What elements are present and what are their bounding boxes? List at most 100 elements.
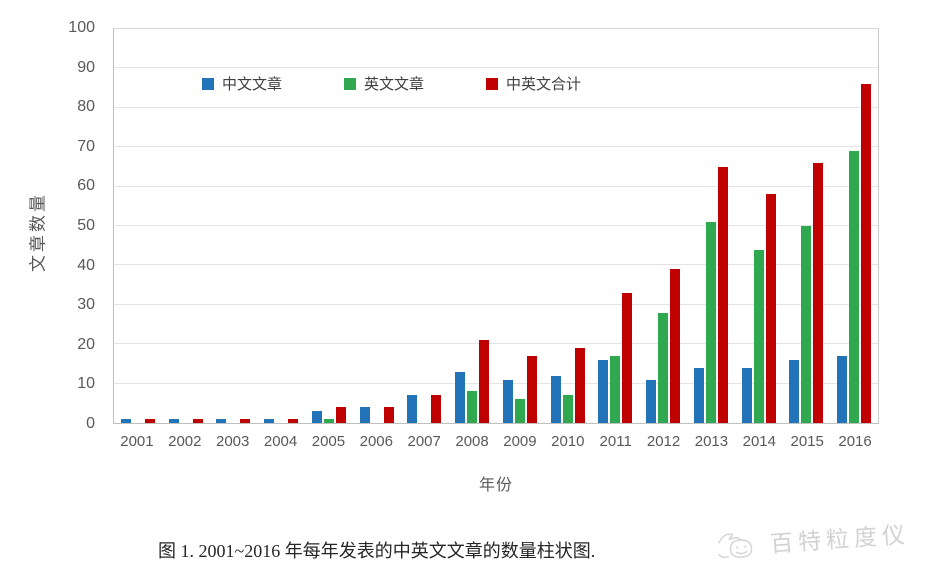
x-tick-label: 2005 <box>311 433 346 450</box>
bar-英文文章-2010 <box>562 395 573 423</box>
bar-中文文章-2003 <box>216 419 227 423</box>
legend-item: 中文文章 <box>202 73 282 94</box>
legend-label: 中英文合计 <box>506 76 582 93</box>
legend-label: 英文文章 <box>364 76 425 93</box>
plot-area: 中文文章 英文文章 中英文合计 <box>113 28 879 424</box>
y-tick-label: 20 <box>77 335 95 353</box>
bar-中文文章-2006 <box>359 407 370 423</box>
gridline-40 <box>114 264 878 266</box>
legend-swatch <box>344 77 357 90</box>
bar-中英文合计-2003 <box>240 419 251 423</box>
bar-中文文章-2004 <box>264 419 275 423</box>
bar-group-2001 <box>114 29 162 423</box>
y-tick-label: 90 <box>77 58 95 76</box>
bar-中英文合计-2002 <box>192 419 203 423</box>
x-tick-label: 2014 <box>742 433 776 450</box>
legend-swatch <box>486 77 499 90</box>
bar-group-2004 <box>257 29 305 423</box>
bar-中英文合计-2013 <box>717 166 728 423</box>
y-tick-label: 10 <box>77 375 95 393</box>
y-tick-label: 100 <box>68 19 95 36</box>
figure-caption: 图 1. 2001~2016 年每年发表的中英文文章的数量柱状图. <box>158 541 596 561</box>
bar-中文文章-2005 <box>311 411 322 423</box>
bird-sketch-icon <box>715 524 764 565</box>
y-tick-label: 0 <box>86 415 95 432</box>
bar-中文文章-2008 <box>455 371 466 423</box>
x-tick-label: 2010 <box>551 433 585 450</box>
x-axis-title: 年份 <box>478 477 513 494</box>
bar-中文文章-2013 <box>693 367 704 423</box>
bar-group-2012 <box>639 29 687 423</box>
bar-英文文章-2012 <box>658 312 669 423</box>
y-tick-label: 30 <box>77 296 95 314</box>
bar-中文文章-2016 <box>837 356 848 423</box>
bar-group-2007 <box>401 29 449 423</box>
x-tick-label: 2013 <box>694 433 729 450</box>
y-tick-label: 80 <box>77 98 95 116</box>
y-tick-label: 50 <box>77 217 95 234</box>
bar-group-2006 <box>353 29 401 423</box>
x-tick-label: 2003 <box>216 433 250 450</box>
bar-group-2013 <box>687 29 735 423</box>
x-tick-label: 2015 <box>790 433 824 450</box>
x-tick-label: 2016 <box>838 433 872 450</box>
bars-container <box>114 29 878 423</box>
x-tick-label: 2009 <box>503 433 537 450</box>
bar-group-2015 <box>783 29 831 423</box>
legend-item: 英文文章 <box>344 73 424 94</box>
bar-group-2002 <box>162 29 210 423</box>
x-tick-label: 2002 <box>168 433 202 450</box>
bar-中文文章-2002 <box>168 419 179 423</box>
bar-中英文合计-2009 <box>526 356 537 423</box>
bar-中英文合计-2010 <box>574 348 585 423</box>
bar-group-2003 <box>210 29 258 423</box>
bar-中文文章-2012 <box>646 379 657 423</box>
x-axis-ticks: 2001 2002 2003 2004 2005 2006 2007 2008 2009 2010… <box>113 433 879 450</box>
y-axis-ticks: 0 10 20 30 40 50 60 70 80 90 100 <box>50 19 105 432</box>
gridline-70 <box>114 146 878 148</box>
gridline-30 <box>114 303 878 305</box>
bar-group-2014 <box>735 29 783 423</box>
x-tick-label: 2004 <box>263 433 298 450</box>
x-tick-label: 2001 <box>120 433 154 450</box>
x-tick-label: 2012 <box>646 433 681 450</box>
bar-中英文合计-2015 <box>813 162 824 423</box>
bar-英文文章-2009 <box>514 399 525 423</box>
gridline-10 <box>114 382 878 384</box>
bar-中文文章-2001 <box>120 419 131 423</box>
y-axis-title: 文章数量 <box>28 192 48 272</box>
bar-中文文章-2011 <box>598 359 609 423</box>
bar-英文文章-2015 <box>801 226 812 423</box>
y-tick-label: 40 <box>77 256 95 274</box>
bar-group-2016 <box>830 29 878 423</box>
legend-label: 中文文章 <box>222 76 283 93</box>
bar-中英文合计-2005 <box>335 407 346 423</box>
legend-swatch <box>202 77 214 90</box>
bar-英文文章-2005 <box>323 419 334 423</box>
gridline-90 <box>114 67 878 69</box>
bar-中文文章-2010 <box>550 375 561 423</box>
bar-英文文章-2008 <box>467 391 478 423</box>
bar-中英文合计-2016 <box>861 84 872 423</box>
bar-group-2009 <box>496 29 544 423</box>
gridline-20 <box>114 343 878 345</box>
bar-中英文合计-2004 <box>288 419 299 423</box>
bar-英文文章-2011 <box>610 356 621 423</box>
watermark: 百特粒度仪 <box>715 513 911 564</box>
bar-英文文章-2014 <box>753 249 764 423</box>
bar-中英文合计-2011 <box>622 292 633 423</box>
bar-中英文合计-2007 <box>431 395 442 423</box>
x-tick-label: 2006 <box>359 433 393 450</box>
bar-中英文合计-2014 <box>765 194 776 423</box>
x-tick-label: 2011 <box>599 433 632 450</box>
bar-中英文合计-2012 <box>670 269 681 423</box>
bar-中文文章-2009 <box>502 379 513 423</box>
bar-中文文章-2007 <box>407 395 418 423</box>
bar-英文文章-2016 <box>849 151 860 423</box>
bar-中文文章-2014 <box>741 367 752 423</box>
bar-group-2005 <box>305 29 353 423</box>
gridline-80 <box>114 106 878 108</box>
bar-group-2008 <box>448 29 496 423</box>
y-tick-label: 60 <box>77 177 95 195</box>
